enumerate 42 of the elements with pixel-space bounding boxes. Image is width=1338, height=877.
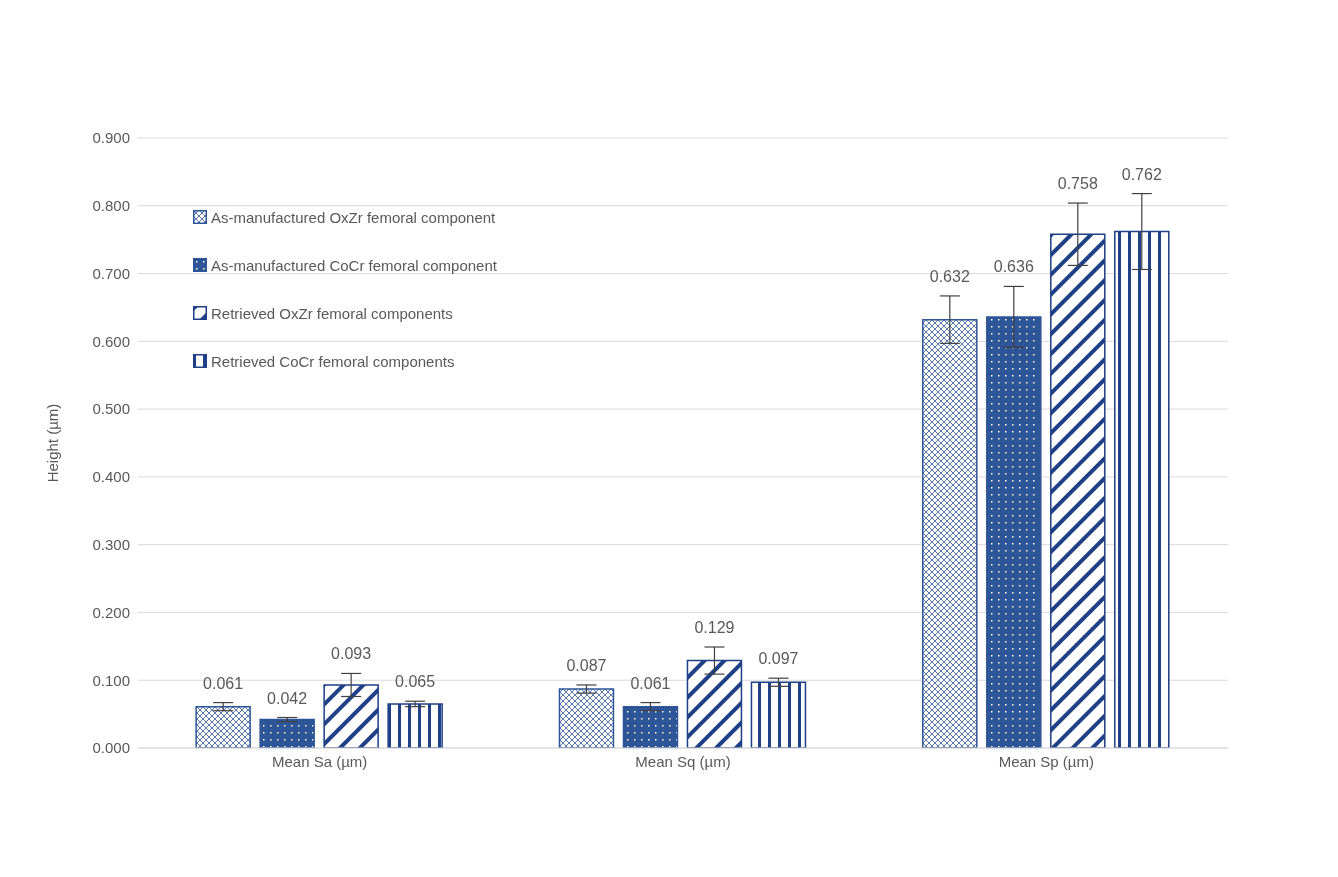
legend-label: Retrieved CoCr femoral components — [211, 352, 455, 370]
bar — [1050, 233, 1106, 748]
data-label: 0.762 — [1121, 165, 1162, 183]
x-tick-label: Mean Sp (µm) — [998, 752, 1095, 770]
y-tick-label: 0.600 — [92, 332, 130, 350]
bar — [323, 684, 379, 748]
y-tick-label: 0.200 — [92, 603, 130, 621]
bar — [195, 705, 251, 748]
data-label: 0.636 — [993, 258, 1034, 276]
bar — [387, 703, 443, 748]
bar — [558, 688, 615, 748]
y-axis-title: Height (µm) — [44, 403, 62, 483]
y-tick-label: 0.000 — [92, 739, 130, 757]
data-label: 0.097 — [758, 650, 799, 668]
y-tick-label: 0.100 — [92, 671, 130, 689]
bar — [622, 705, 679, 748]
data-label: 0.632 — [929, 267, 970, 285]
y-tick-label: 0.900 — [92, 129, 130, 147]
y-tick-label: 0.800 — [92, 197, 130, 215]
legend-label: As-manufactured OxZr femoral component — [211, 208, 496, 226]
y-tick-label: 0.500 — [92, 400, 130, 418]
y-tick-label: 0.300 — [92, 535, 130, 553]
data-label: 0.087 — [566, 656, 607, 674]
y-tick-label: 0.400 — [92, 468, 130, 486]
bar — [986, 316, 1042, 748]
bar — [1114, 230, 1170, 748]
data-label: 0.758 — [1057, 175, 1098, 193]
x-tick-label: Mean Sq (µm) — [635, 752, 731, 770]
bar — [686, 659, 743, 748]
bar — [922, 318, 978, 748]
bar — [750, 681, 807, 748]
legend-label: Retrieved OxZr femoral components — [211, 304, 453, 322]
data-label: 0.042 — [267, 689, 308, 707]
y-tick-label: 0.700 — [92, 264, 130, 282]
data-label: 0.061 — [630, 674, 671, 692]
x-tick-label: Mean Sa (µm) — [271, 752, 368, 770]
data-label: 0.061 — [203, 674, 244, 692]
legend-label: As-manufactured CoCr femoral component — [211, 256, 497, 274]
bar — [259, 718, 315, 748]
data-label: 0.065 — [395, 673, 436, 691]
data-label: 0.129 — [694, 619, 735, 637]
data-label: 0.093 — [331, 645, 372, 663]
